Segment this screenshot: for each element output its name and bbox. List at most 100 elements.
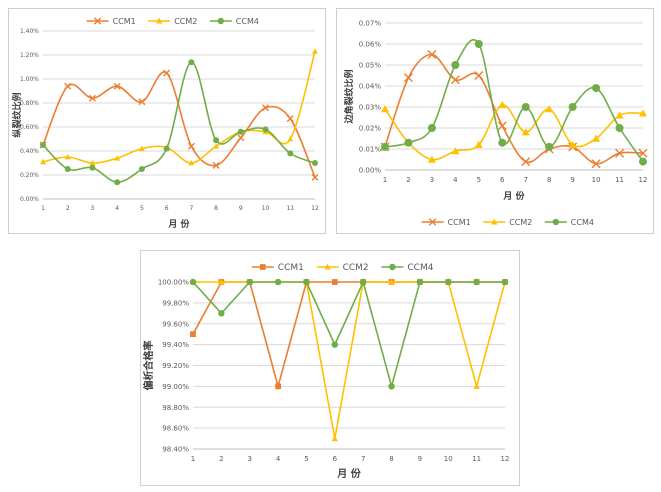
chart3-data-point-ccm4 bbox=[331, 341, 339, 348]
chart1-data-point-ccm4 bbox=[89, 164, 96, 171]
chart2-data-point-ccm2 bbox=[592, 134, 601, 142]
chart3-data-point-ccm4 bbox=[303, 278, 310, 286]
chart3-y-tick-label: 98.40% bbox=[162, 446, 189, 454]
chart2-data-point-ccm4 bbox=[639, 157, 647, 166]
chart1-legend-marker-ccm4 bbox=[217, 17, 224, 25]
chart2-legend-label-ccm1: CCM1 bbox=[448, 218, 471, 227]
chart1-y-tick-label: 0.60% bbox=[20, 124, 39, 131]
chart3-data-point-ccm4 bbox=[473, 278, 480, 286]
chart2-data-point-ccm1 bbox=[450, 75, 460, 85]
chart2-data-point-ccm4 bbox=[404, 138, 413, 147]
chart3-y-axis-label: 偏析合格率 bbox=[142, 341, 155, 391]
chart3-data-point-ccm4 bbox=[218, 310, 225, 317]
chart1-data-point-ccm4 bbox=[64, 166, 71, 172]
chart1-data-point-ccm2 bbox=[89, 160, 96, 166]
chart2-data-point-ccm4 bbox=[568, 103, 577, 111]
chart2-y-tick-label: 0.06% bbox=[359, 41, 382, 49]
chart1-data-point-ccm4 bbox=[312, 160, 318, 166]
chart3-y-tick-label: 99.80% bbox=[162, 299, 189, 307]
chart2-x-axis-label: 月 份 bbox=[502, 190, 525, 202]
chart3-data-point-ccm4 bbox=[246, 278, 253, 286]
chart1-x-axis-label: 月 份 bbox=[167, 218, 190, 230]
chart1-data-point-ccm4 bbox=[40, 142, 46, 148]
chart3-data-point-ccm1 bbox=[275, 383, 281, 390]
chart3-y-tick-label: 99.00% bbox=[162, 383, 189, 391]
chart1-data-point-ccm2 bbox=[114, 155, 121, 161]
chart3-legend-label-ccm1: CCM1 bbox=[278, 263, 304, 273]
chart1-y-tick-label: 1.00% bbox=[20, 76, 39, 83]
chart3-data-point-ccm2 bbox=[331, 435, 339, 442]
chart2-data-point-ccm2 bbox=[568, 140, 577, 148]
chart2-data-point-ccm1 bbox=[427, 50, 437, 59]
chart1-data-point-ccm2 bbox=[138, 145, 145, 151]
chart3-legend-label-ccm2: CCM2 bbox=[343, 263, 369, 273]
chart3-y-tick-label: 98.80% bbox=[162, 404, 189, 412]
chart2-legend-marker-ccm1 bbox=[428, 218, 437, 226]
chart2-legend-marker-ccm2 bbox=[491, 218, 498, 225]
chart2-x-tick-label: 10 bbox=[592, 176, 601, 184]
chart2-y-tick-label: 0.07% bbox=[359, 20, 382, 28]
chart1-legend-label-ccm1: CCM1 bbox=[113, 17, 136, 26]
chart3-data-point-ccm1 bbox=[331, 279, 338, 285]
chart1-data-point-ccm1 bbox=[138, 98, 146, 106]
chart1-data-point-ccm1 bbox=[163, 69, 171, 77]
chart1-data-point-ccm4 bbox=[188, 59, 195, 66]
chart2-y-tick-label: 0.03% bbox=[359, 104, 382, 112]
chart1-series-line-ccm1 bbox=[42, 71, 316, 178]
chart1-x-tick-label: 12 bbox=[311, 205, 319, 212]
chart3-x-tick-label: 2 bbox=[219, 455, 223, 463]
chart3-legend-marker-ccm1 bbox=[259, 264, 266, 270]
chart1-data-point-ccm2 bbox=[312, 48, 318, 54]
chart1-legend-label-ccm2: CCM2 bbox=[174, 17, 197, 26]
chart1-data-point-ccm4 bbox=[114, 179, 121, 186]
chart2-y-tick-label: 0.02% bbox=[359, 125, 382, 133]
chart1-data-point-ccm4 bbox=[138, 166, 145, 172]
chart-segregation-pass-rate: 98.40% 98.60% 98.80% 99.00% 99.20% 99.40% 99.6… bbox=[140, 250, 520, 486]
chart1-data-point-ccm1 bbox=[286, 115, 294, 123]
chart1-data-point-ccm4 bbox=[237, 128, 244, 135]
chart2-data-point-ccm2 bbox=[427, 155, 436, 163]
chart3-data-point-ccm4 bbox=[501, 278, 509, 286]
chart1-legend-label-ccm4: CCM4 bbox=[236, 17, 259, 26]
chart2-data-point-ccm1 bbox=[591, 159, 601, 169]
chart1-data-point-ccm4 bbox=[262, 126, 269, 133]
chart2-data-point-ccm4 bbox=[521, 103, 530, 111]
chart3-data-point-ccm4 bbox=[359, 278, 367, 286]
chart3-y-tick-label: 100.00% bbox=[158, 279, 189, 287]
chart2-y-tick-label: 0.01% bbox=[359, 146, 382, 154]
chart1-y-tick-label: 1.20% bbox=[20, 52, 39, 59]
chart1-svg: 0.00% 0.20% 0.40% 0.60% 0.80% 1.00% 1.20% 1.40%… bbox=[11, 17, 319, 230]
chart3-legend-label-ccm4: CCM4 bbox=[407, 263, 433, 273]
chart1-x-tick-label: 11 bbox=[286, 205, 294, 212]
chart3-x-tick-label: 9 bbox=[418, 455, 422, 463]
chart2-x-tick-label: 3 bbox=[430, 176, 434, 184]
chart2-y-axis-label: 边角裂纹比例 bbox=[343, 69, 355, 124]
chart2-data-point-ccm4 bbox=[474, 40, 483, 48]
chart3-x-tick-label: 4 bbox=[276, 455, 281, 463]
chart1-data-point-ccm1 bbox=[64, 82, 72, 90]
chart3-data-point-ccm4 bbox=[445, 278, 452, 286]
chart1-x-tick-label: 5 bbox=[140, 205, 144, 212]
chart2-x-tick-label: 2 bbox=[406, 176, 410, 184]
chart2-x-tick-label: 5 bbox=[477, 176, 481, 184]
chart3-x-tick-label: 6 bbox=[333, 455, 338, 463]
chart3-data-point-ccm2 bbox=[388, 278, 395, 285]
chart1-x-tick-label: 6 bbox=[165, 205, 169, 212]
chart3-legend-marker-ccm4 bbox=[389, 263, 396, 271]
chart3-data-point-ccm4 bbox=[274, 278, 282, 286]
chart3-data-point-ccm4 bbox=[416, 278, 424, 286]
chart3-x-tick-label: 1 bbox=[191, 455, 195, 463]
chart2-data-point-ccm2 bbox=[474, 140, 483, 148]
chart1-data-point-ccm1 bbox=[113, 82, 121, 90]
chart2-data-point-ccm1 bbox=[497, 121, 507, 131]
chart1-data-point-ccm4 bbox=[163, 145, 170, 152]
chart2-x-tick-label: 4 bbox=[453, 176, 458, 184]
chart1-data-point-ccm1 bbox=[212, 161, 220, 169]
chart3-x-tick-label: 5 bbox=[304, 455, 308, 463]
chart3-series-line-ccm2 bbox=[193, 281, 506, 439]
chart3-legend-marker-ccm2 bbox=[324, 263, 331, 270]
chart2-series-line-ccm1 bbox=[384, 53, 644, 165]
chart2-x-tick-label: 7 bbox=[523, 176, 527, 184]
chart2-data-point-ccm1 bbox=[638, 148, 648, 158]
chart2-y-tick-label: 0.00% bbox=[359, 167, 382, 175]
